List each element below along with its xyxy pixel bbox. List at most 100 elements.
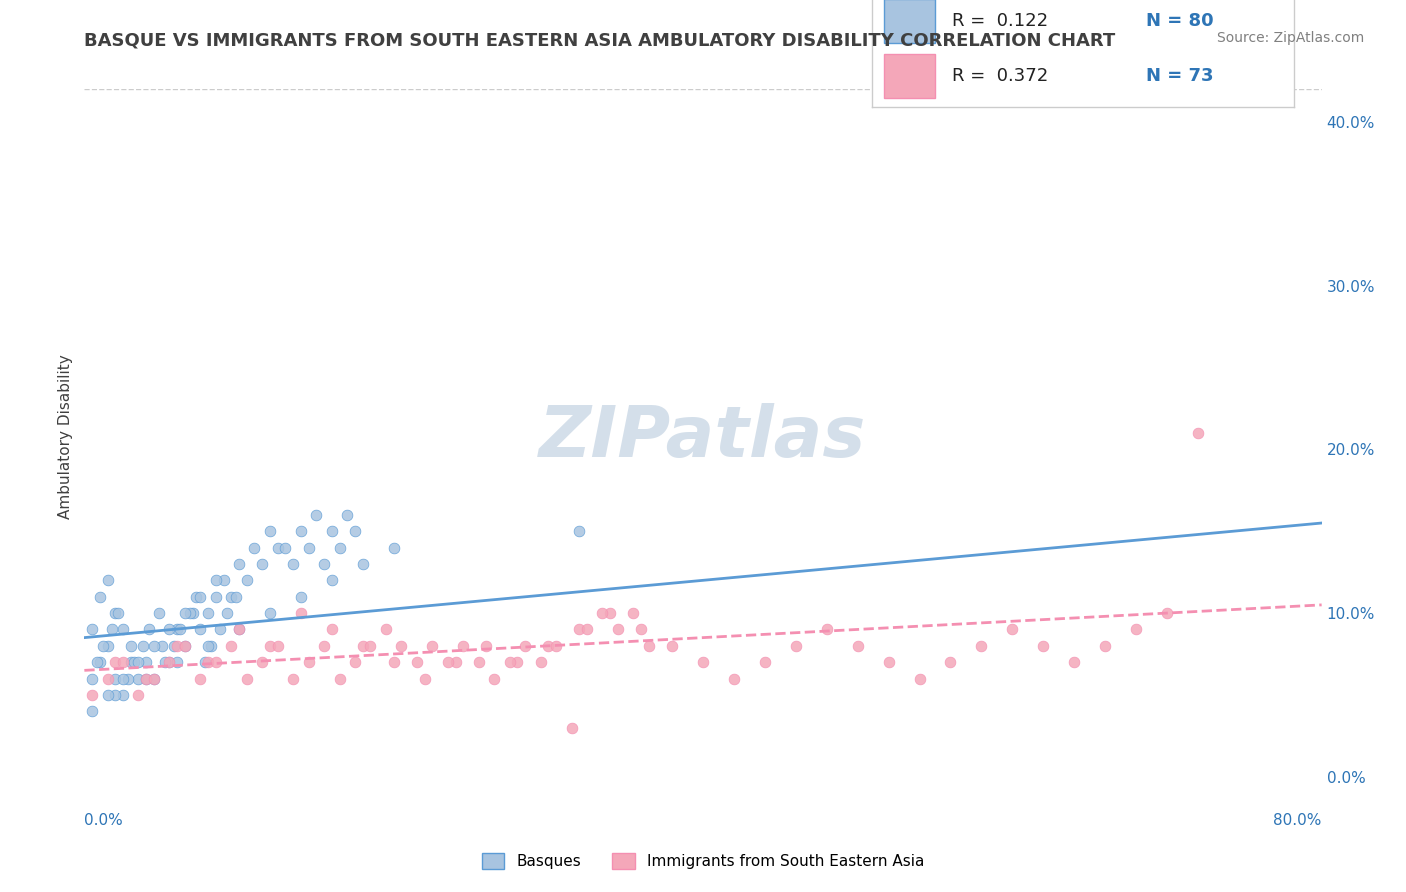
Point (290, 590, 312, 604)
Point (970, 639, 993, 653)
Point (360, 639, 382, 653)
Point (576, 623, 599, 637)
Point (568, 623, 591, 637)
Point (179, 606, 201, 620)
Point (174, 639, 197, 653)
Point (148, 606, 170, 620)
Text: N = 73: N = 73 (1146, 67, 1213, 85)
Point (143, 672, 166, 686)
Point (200, 639, 222, 653)
Point (815, 623, 838, 637)
Point (215, 606, 238, 620)
Point (82, 672, 104, 686)
Point (329, 672, 352, 686)
Point (321, 574, 343, 588)
Point (132, 639, 155, 653)
Point (112, 688, 135, 702)
Point (128, 655, 150, 669)
Point (382, 655, 405, 669)
Point (259, 639, 281, 653)
Point (375, 623, 398, 637)
Point (181, 606, 204, 620)
Point (104, 655, 127, 669)
Point (661, 639, 683, 653)
Point (298, 655, 321, 669)
Point (236, 672, 259, 686)
Point (82, 688, 104, 702)
Point (413, 672, 436, 686)
Text: ZIPatlas: ZIPatlas (540, 402, 866, 472)
Point (188, 623, 212, 637)
Point (638, 639, 661, 653)
Point (475, 639, 498, 653)
Point (515, 639, 537, 653)
Point (97, 672, 120, 686)
Text: 80.0%: 80.0% (1274, 814, 1322, 828)
Point (305, 508, 328, 522)
Point (117, 672, 139, 686)
Point (1187, 425, 1209, 440)
Point (135, 672, 157, 686)
Point (205, 574, 228, 588)
Point (877, 655, 900, 669)
Point (344, 524, 367, 539)
Point (352, 557, 374, 571)
Point (623, 606, 645, 620)
Point (352, 639, 374, 653)
Point (561, 721, 583, 735)
Point (194, 655, 217, 669)
Point (437, 655, 460, 669)
Point (484, 672, 506, 686)
Point (846, 639, 869, 653)
FancyBboxPatch shape (884, 54, 935, 98)
Point (267, 541, 290, 555)
Point (197, 639, 219, 653)
Point (120, 655, 142, 669)
Point (267, 639, 290, 653)
Point (1032, 639, 1054, 653)
Point (336, 508, 359, 522)
Point (391, 639, 413, 653)
Point (1125, 623, 1147, 637)
Point (101, 623, 124, 637)
Point (143, 639, 166, 653)
Point (252, 557, 274, 571)
Point (82, 623, 104, 637)
Point (89, 655, 111, 669)
Point (290, 524, 312, 539)
Point (939, 655, 962, 669)
Point (321, 623, 343, 637)
Point (290, 606, 312, 620)
Point (422, 639, 444, 653)
FancyBboxPatch shape (884, 0, 935, 43)
Point (221, 590, 243, 604)
Point (259, 606, 281, 620)
Point (120, 639, 142, 653)
Point (82, 704, 104, 718)
Point (243, 541, 266, 555)
Point (174, 639, 197, 653)
Point (97, 639, 120, 653)
Point (166, 623, 188, 637)
Point (112, 623, 135, 637)
Point (205, 655, 228, 669)
Point (86, 655, 108, 669)
Text: N = 80: N = 80 (1146, 12, 1213, 30)
Point (283, 672, 305, 686)
Point (444, 655, 467, 669)
Point (138, 623, 160, 637)
Point (166, 655, 188, 669)
Point (184, 590, 207, 604)
Point (104, 672, 127, 686)
Text: R =  0.372: R = 0.372 (952, 67, 1047, 85)
Point (592, 606, 614, 620)
Point (530, 655, 553, 669)
Point (723, 672, 745, 686)
Text: 0.0%: 0.0% (84, 814, 124, 828)
Point (506, 655, 529, 669)
Point (546, 639, 568, 653)
Point (599, 606, 621, 620)
Point (112, 655, 135, 669)
Point (209, 623, 232, 637)
Point (159, 623, 181, 637)
